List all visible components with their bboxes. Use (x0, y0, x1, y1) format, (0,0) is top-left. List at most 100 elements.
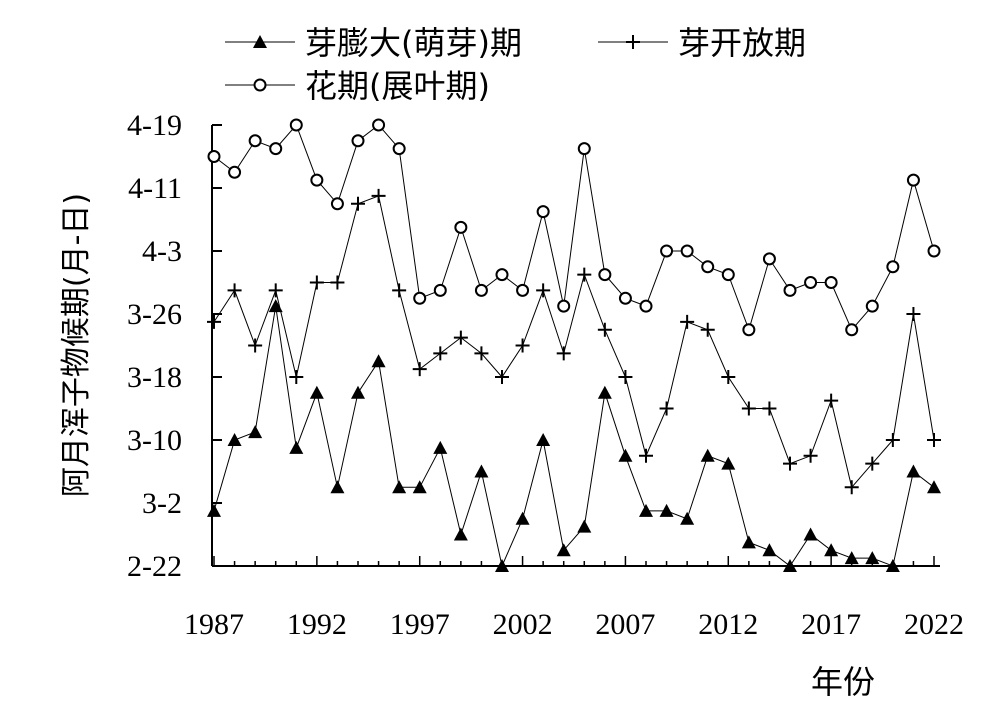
data-point-plus (227, 283, 242, 298)
x-tick-label: 2002 (493, 608, 553, 641)
data-point-circle (701, 260, 715, 274)
data-point-plus (207, 314, 221, 329)
legend-label-bud-swell: 芽膨大(萌芽)期 (305, 24, 522, 62)
data-point-plus (392, 283, 407, 298)
legend-item-bud-swell: 芽膨大(萌芽)期 (225, 24, 522, 62)
data-point-triangle (783, 559, 797, 572)
data-point-circle (310, 173, 324, 187)
data-point-triangle (330, 480, 345, 494)
data-point-triangle (289, 440, 304, 454)
data-point-circle (557, 299, 571, 313)
data-point-circle (269, 142, 283, 156)
data-point-triangle (536, 433, 551, 446)
data-point-triangle (371, 354, 386, 368)
data-point-triangle (741, 535, 756, 549)
data-point-triangle (392, 480, 407, 494)
data-point-plus (700, 322, 715, 337)
series-bud-swell-line (213, 306, 935, 568)
data-point-plus (453, 330, 468, 345)
data-point-triangle (248, 425, 263, 439)
data-point-plus (762, 401, 777, 416)
data-point-plus (721, 370, 736, 384)
data-point-circle (906, 173, 920, 187)
data-point-triangle (618, 448, 633, 462)
data-point-plus (268, 283, 283, 298)
legend-item-bud-open: 芽开放期 (598, 24, 806, 62)
x-tick-label: 1992 (287, 608, 347, 641)
data-point-triangle (207, 503, 221, 517)
data-point-triangle (556, 543, 571, 557)
data-point-triangle (824, 543, 839, 557)
data-point-triangle (577, 519, 592, 533)
data-point-plus (639, 448, 653, 463)
series-flowering-line (213, 124, 935, 332)
data-point-circle (351, 134, 365, 148)
y-axis-title: 阿月浑子物候期(月-日) (59, 193, 94, 497)
data-point-circle (330, 197, 344, 211)
data-point-circle (392, 142, 406, 156)
y-tick-label: 4-19 (127, 109, 182, 142)
data-point-circle (886, 260, 900, 274)
legend-marker-bud-swell (253, 35, 267, 48)
legend-marker-flowering (253, 78, 267, 92)
data-point-circle (433, 283, 447, 297)
data-point-plus (248, 338, 263, 353)
data-point-circle (845, 323, 859, 337)
data-point-circle (372, 118, 386, 132)
x-tick-label: 2012 (698, 608, 758, 641)
data-point-triangle (803, 527, 818, 541)
data-point-plus (680, 314, 695, 329)
x-tick-label: 1987 (184, 608, 244, 641)
x-tick-label: 2007 (595, 608, 655, 641)
data-point-plus (330, 275, 345, 290)
data-point-circle (474, 283, 488, 297)
data-point-plus (844, 480, 859, 495)
data-point-triangle (597, 385, 612, 399)
data-point-circle (639, 299, 653, 313)
data-point-plus (289, 370, 304, 384)
data-point-triangle (885, 559, 900, 572)
y-tick-label: 3-2 (142, 487, 182, 520)
data-point-circle (783, 283, 797, 297)
data-point-triangle (680, 511, 695, 525)
data-point-plus (577, 267, 592, 282)
data-point-plus (556, 346, 571, 361)
data-point-triangle (659, 503, 674, 517)
legend-item-flowering: 花期(展叶期) (225, 67, 490, 105)
legend-marker-bud-open (626, 35, 640, 49)
data-point-circle (680, 244, 694, 258)
data-point-circle (927, 244, 941, 258)
data-point-plus (495, 370, 509, 384)
legend-label-bud-open: 芽开放期 (678, 24, 806, 62)
data-point-plus (474, 346, 489, 361)
data-point-plus (597, 322, 612, 337)
data-point-plus (865, 456, 880, 471)
data-point-circle (721, 268, 735, 282)
data-point-plus (659, 401, 674, 416)
y-tick-label: 3-18 (127, 361, 182, 394)
data-point-plus (906, 307, 921, 321)
data-point-circle (598, 268, 612, 282)
data-point-circle (742, 323, 756, 337)
y-tick-label: 4-11 (128, 172, 182, 205)
data-point-plus (371, 188, 386, 203)
data-point-triangle (865, 551, 880, 565)
series-bud-open (207, 188, 941, 495)
data-point-circle (577, 142, 591, 156)
data-point-circle (762, 252, 776, 266)
data-point-triangle (453, 527, 468, 541)
data-point-triangle (268, 299, 283, 313)
series-layer (207, 118, 941, 572)
data-point-triangle (721, 456, 736, 470)
data-point-triangle (844, 551, 859, 565)
x-tick-label: 2022 (904, 608, 964, 641)
data-point-plus (885, 433, 900, 447)
data-point-triangle (474, 464, 489, 478)
data-point-plus (803, 448, 818, 463)
series-bud-swell (207, 299, 941, 572)
data-point-triangle (227, 433, 242, 446)
series-flowering (207, 118, 941, 337)
x-tick-label: 2017 (801, 608, 861, 641)
data-point-plus (927, 433, 941, 447)
